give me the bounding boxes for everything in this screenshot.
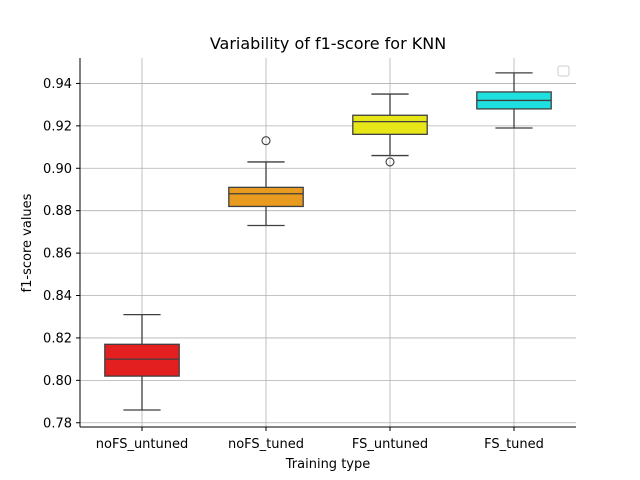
- y-tick-label: 0.82: [43, 331, 72, 346]
- y-tick-label: 0.86: [43, 247, 72, 262]
- boxes: [104, 72, 552, 411]
- iqr-box: [104, 343, 180, 377]
- y-tick-label: 0.80: [43, 374, 72, 389]
- box-FS_tuned: [476, 72, 552, 129]
- y-tick-label: 0.88: [43, 204, 72, 219]
- y-tick-label: 0.94: [43, 77, 72, 92]
- x-tick-label: FS_tuned: [484, 437, 544, 452]
- iqr-box: [352, 114, 428, 135]
- axes: [79, 58, 576, 428]
- box-noFS_tuned: [228, 136, 304, 227]
- y-tick-label: 0.92: [43, 119, 72, 134]
- outlier-point: [261, 136, 271, 146]
- outlier-point: [385, 157, 395, 167]
- x-tick-label: noFS_tuned: [228, 437, 304, 452]
- y-tick-label: 0.84: [43, 289, 72, 304]
- box-noFS_untuned: [104, 313, 180, 411]
- y-tick-label: 0.90: [43, 162, 72, 177]
- x-tick-label: noFS_untuned: [96, 437, 189, 452]
- x-axis-label: Training type: [285, 457, 370, 472]
- box-FS_untuned: [352, 93, 428, 167]
- legend-box: [557, 65, 570, 77]
- iqr-box: [228, 186, 304, 208]
- y-tick-label: 0.78: [43, 416, 72, 431]
- x-tick-label: FS_untuned: [352, 437, 428, 452]
- chart-title: Variability of f1-score for KNN: [210, 34, 446, 53]
- y-axis-label: f1-score values: [20, 193, 35, 292]
- ticks: 0.78 0.80 0.82 0.84 0.86 0.88 0.90 0.92 0.94 noFS…: [43, 77, 544, 452]
